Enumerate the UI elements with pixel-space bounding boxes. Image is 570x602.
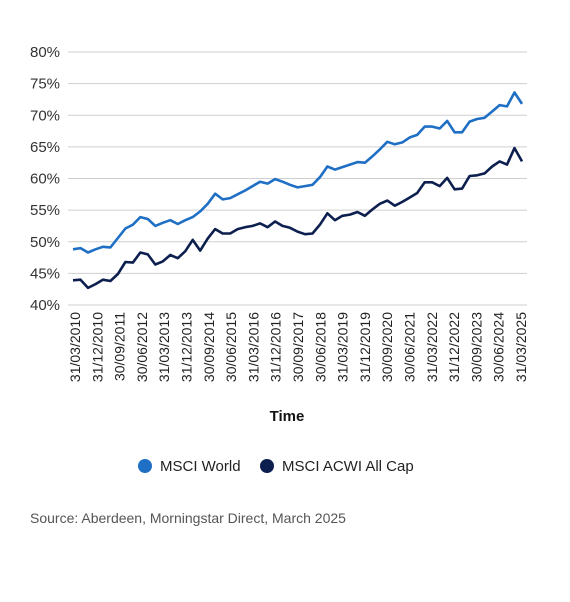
- legend-item-msci-acwi-all-cap: MSCI ACWI All Cap: [260, 458, 414, 475]
- x-tick-label: 31/03/2016: [245, 312, 261, 382]
- x-tick-label: 31/12/2022: [446, 312, 462, 382]
- legend-label-msci-acwi-all-cap: MSCI ACWI All Cap: [282, 458, 414, 475]
- series-lines: [72, 91, 524, 290]
- x-tick-label: 30/06/2024: [491, 312, 507, 382]
- x-tick-label: 31/12/2010: [89, 312, 105, 382]
- legend-label-msci-world: MSCI World: [160, 458, 241, 475]
- x-tick-label: 31/03/2025: [513, 312, 529, 382]
- x-tick-label: 31/12/2016: [268, 312, 284, 382]
- x-tick-label: 30/06/2021: [402, 312, 418, 382]
- x-tick-label: 30/09/2017: [290, 312, 306, 382]
- y-tick-label: 45%: [30, 265, 60, 282]
- y-tick-label: 75%: [30, 76, 60, 93]
- legend-marker-msci-world: [138, 459, 152, 473]
- x-tick-label: 31/03/2022: [424, 312, 440, 382]
- x-tick-label: 31/12/2013: [179, 312, 195, 382]
- gridlines: [68, 51, 527, 306]
- x-tick-label: 30/06/2012: [134, 312, 150, 382]
- y-tick-label: 65%: [30, 139, 60, 156]
- legend-item-msci-world: MSCI World: [138, 458, 241, 475]
- source-note: Source: Aberdeen, Morningstar Direct, Ma…: [30, 510, 346, 526]
- x-axis-label: Time: [270, 408, 305, 425]
- x-tick-label: 30/09/2014: [201, 312, 217, 382]
- x-axis-ticks: 31/03/2010 31/12/2010 30/09/2011 30/06/2012…: [67, 312, 529, 382]
- x-tick-label: 30/09/2023: [468, 312, 484, 382]
- y-tick-label: 50%: [30, 234, 60, 251]
- y-tick-label: 40%: [30, 297, 60, 314]
- x-tick-label: 30/09/2020: [379, 312, 395, 382]
- legend-marker-msci-acwi-all-cap: [260, 459, 274, 473]
- y-tick-label: 60%: [30, 171, 60, 188]
- x-tick-label: 30/06/2018: [312, 312, 328, 382]
- y-tick-label: 70%: [30, 107, 60, 124]
- y-axis-ticks: 40% 45% 50% 55% 60% 65% 70% 75% 80%: [30, 44, 60, 314]
- x-tick-label: 31/03/2019: [335, 312, 351, 382]
- series-line-msci-acwi-all-cap: [72, 146, 524, 290]
- legend: MSCI World MSCI ACWI All Cap: [138, 458, 414, 475]
- x-tick-label: 30/06/2015: [223, 312, 239, 382]
- x-tick-label: 31/03/2013: [156, 312, 172, 382]
- series-line-msci-world: [72, 91, 524, 254]
- y-tick-label: 80%: [30, 44, 60, 61]
- x-tick-label: 30/09/2011: [112, 312, 128, 381]
- x-tick-label: 31/03/2010: [67, 312, 83, 382]
- y-tick-label: 55%: [30, 202, 60, 219]
- x-tick-label: 31/12/2019: [357, 312, 373, 382]
